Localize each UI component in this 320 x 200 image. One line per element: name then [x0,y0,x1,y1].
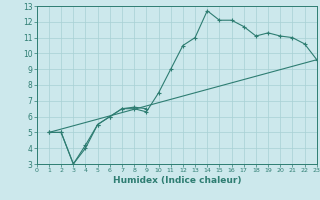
X-axis label: Humidex (Indice chaleur): Humidex (Indice chaleur) [113,176,241,185]
